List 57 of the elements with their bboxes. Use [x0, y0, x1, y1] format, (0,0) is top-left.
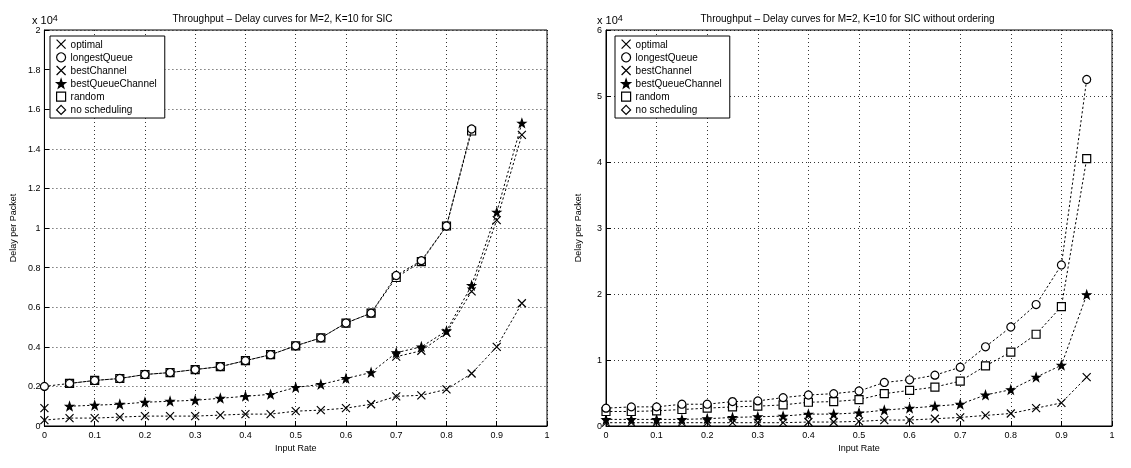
y-tick-label: 5 — [596, 91, 602, 101]
x-tick-label: 0.5 — [852, 429, 866, 440]
y-tick-label: 0.2 — [27, 381, 41, 392]
x-tick-label: 0.1 — [650, 429, 663, 440]
x-tick-label: 0.2 — [700, 429, 714, 440]
x-tick-label: 0.6 — [339, 429, 353, 440]
legend-label: bestChannel — [70, 65, 127, 76]
y-axis-title: Delay per Packet — [572, 193, 583, 263]
y-tick-label: 2 — [596, 289, 602, 299]
x-tick-label: 0.8 — [440, 429, 453, 440]
legend-label: no scheduling — [70, 104, 133, 116]
y-tick-label: 2 — [35, 25, 41, 35]
x-tick-label: 0.8 — [1004, 429, 1018, 440]
x-tick-label: 0.7 — [389, 429, 403, 440]
x-tick-label: 0.3 — [188, 429, 202, 440]
x-axis-title: Input Rate — [274, 443, 317, 454]
x-tick-label: 0.7 — [953, 429, 967, 440]
x-tick-label: 0.3 — [751, 429, 765, 440]
x-tick-label: 0.4 — [802, 429, 815, 440]
legend-label: bestChannel — [635, 65, 692, 76]
x-tick-label: 1 — [544, 429, 550, 440]
x-tick-label: 0 — [603, 429, 609, 440]
y-axis-title: Delay per Packet — [7, 193, 18, 263]
legend-label: optimal — [635, 38, 668, 50]
y-tick-label: 1.8 — [27, 64, 41, 75]
chart-title: Throughput – Delay curves for M=2, K=10 for SIC — [172, 12, 393, 24]
x-tick-label: 0.9 — [490, 429, 503, 440]
x-tick-label: 0.2 — [138, 429, 152, 440]
y-tick-label: 1.4 — [27, 143, 41, 154]
y-tick-label: 1 — [596, 355, 602, 365]
x-tick-label: 0.4 — [239, 429, 252, 440]
x-axis-title: Input Rate — [838, 443, 880, 454]
legend-label: random — [70, 91, 105, 103]
x-tick-label: 0.9 — [1055, 429, 1068, 440]
legend-label: no scheduling — [635, 104, 698, 116]
y-tick-label: 1 — [35, 223, 41, 233]
legend-label: longestQueue — [635, 51, 699, 63]
x-tick-label: 0.5 — [289, 429, 302, 440]
y-tick-label: 0 — [35, 421, 41, 431]
y-tick-label: 1.2 — [27, 183, 41, 194]
x-tick-label: 0.1 — [88, 429, 101, 440]
y-tick-label: 1.6 — [27, 104, 41, 115]
y-tick-label: 0.8 — [27, 262, 41, 273]
legend-label: random — [635, 91, 670, 103]
y-tick-label: 0.6 — [27, 302, 41, 313]
y-tick-label: 3 — [596, 223, 602, 233]
legend-label: bestQueueChannel — [70, 78, 157, 90]
x-tick-label: 1 — [1109, 429, 1115, 440]
y-tick-label: 6 — [596, 25, 602, 35]
y-tick-label: 4 — [596, 157, 602, 167]
legend-label: optimal — [70, 38, 103, 50]
x-tick-label: 0.6 — [903, 429, 916, 440]
y-tick-label: 0.4 — [27, 341, 41, 352]
chart-title: Throughput – Delay curves for M=2, K=10 for SIC without ordering — [700, 12, 995, 24]
legend-label: bestQueueChannel — [635, 78, 722, 90]
y-tick-label: 0 — [596, 421, 602, 431]
legend-label: longestQueue — [70, 51, 134, 63]
